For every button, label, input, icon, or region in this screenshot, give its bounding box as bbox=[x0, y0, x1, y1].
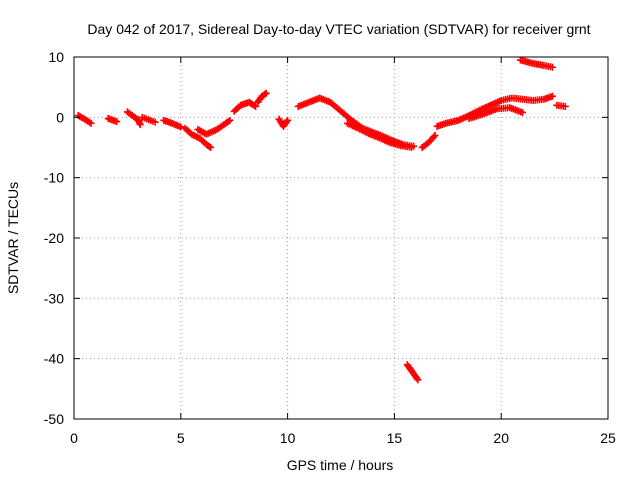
x-tick-label: 15 bbox=[387, 430, 403, 446]
data-point bbox=[431, 131, 439, 139]
data-point bbox=[205, 142, 213, 150]
data-point bbox=[548, 63, 556, 71]
data-segment bbox=[516, 56, 556, 71]
data-point bbox=[207, 144, 215, 151]
data-segment bbox=[275, 115, 292, 130]
x-tick-label: 0 bbox=[70, 430, 78, 446]
x-tick-label: 5 bbox=[177, 430, 185, 446]
data-point bbox=[252, 102, 260, 110]
y-tick-label: -30 bbox=[44, 290, 64, 306]
data-point bbox=[283, 118, 291, 126]
y-axis-label: SDTVAR / TECUs bbox=[5, 182, 21, 294]
data-series-sdtvar bbox=[74, 56, 569, 384]
data-segment bbox=[181, 124, 215, 151]
data-point bbox=[87, 119, 95, 127]
data-point bbox=[177, 123, 185, 131]
data-point bbox=[430, 133, 438, 141]
data-segment bbox=[104, 115, 121, 126]
data-point bbox=[284, 116, 292, 124]
data-segment bbox=[123, 108, 144, 129]
x-tick-label: 25 bbox=[600, 430, 616, 446]
data-point bbox=[151, 118, 159, 126]
data-point bbox=[548, 92, 556, 100]
data-point bbox=[414, 376, 422, 384]
x-axis-label: GPS time / hours bbox=[287, 457, 394, 473]
data-segment bbox=[138, 113, 159, 126]
data-point bbox=[113, 118, 121, 126]
data-point bbox=[136, 121, 144, 129]
data-point bbox=[262, 89, 270, 97]
ticks: 0 5 10 15 20 25 -50 -40 -30 -20 -10 0 10 bbox=[44, 49, 616, 446]
y-tick-label: -10 bbox=[44, 170, 64, 186]
data-segment bbox=[343, 119, 415, 151]
y-tick-label: -20 bbox=[44, 230, 64, 246]
data-point bbox=[519, 109, 527, 117]
data-segment bbox=[418, 131, 439, 151]
data-segment bbox=[160, 116, 185, 131]
y-tick-label: -50 bbox=[44, 411, 64, 427]
data-point bbox=[225, 117, 233, 125]
data-point bbox=[261, 90, 269, 98]
y-tick-label: -40 bbox=[44, 351, 64, 367]
data-point bbox=[561, 102, 569, 110]
data-segment bbox=[230, 98, 260, 115]
y-tick-label: 10 bbox=[48, 49, 64, 65]
y-tick-label: 0 bbox=[56, 109, 64, 125]
data-segment bbox=[194, 116, 234, 138]
data-segment bbox=[403, 361, 422, 384]
data-point bbox=[413, 374, 421, 382]
x-tick-label: 10 bbox=[280, 430, 296, 446]
data-point bbox=[407, 144, 415, 151]
data-point bbox=[226, 116, 234, 124]
data-segment bbox=[553, 101, 569, 110]
data-segment bbox=[465, 104, 527, 123]
chart-title: Day 042 of 2017, Sidereal Day-to-day VTE… bbox=[87, 21, 590, 37]
data-segment bbox=[254, 89, 270, 106]
x-tick-label: 20 bbox=[493, 430, 509, 446]
